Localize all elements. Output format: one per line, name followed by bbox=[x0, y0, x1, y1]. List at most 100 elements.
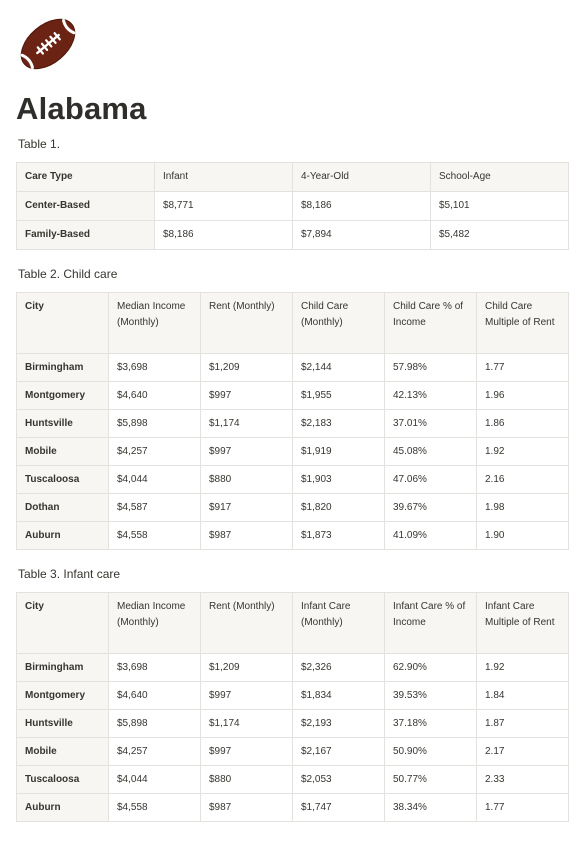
table-cell[interactable]: $1,174 bbox=[200, 409, 293, 438]
table-cell[interactable]: $2,144 bbox=[292, 353, 385, 382]
table-cell[interactable]: $8,771 bbox=[154, 191, 293, 221]
table-cell[interactable]: $2,053 bbox=[292, 765, 385, 794]
table-cell[interactable]: $1,209 bbox=[200, 653, 293, 682]
table-cell[interactable]: $987 bbox=[200, 521, 293, 550]
table-cell[interactable]: $997 bbox=[200, 737, 293, 766]
table-cell[interactable]: $5,898 bbox=[108, 409, 201, 438]
column-header[interactable]: City bbox=[16, 592, 109, 654]
table-cell[interactable]: $3,698 bbox=[108, 653, 201, 682]
column-header[interactable]: Rent (Monthly) bbox=[200, 292, 293, 354]
table-cell[interactable]: 50.90% bbox=[384, 737, 477, 766]
table-cell[interactable]: $4,044 bbox=[108, 465, 201, 494]
table-cell[interactable]: 1.86 bbox=[476, 409, 569, 438]
table-cell[interactable]: Huntsville bbox=[16, 709, 109, 738]
table-cell[interactable]: $2,193 bbox=[292, 709, 385, 738]
table-cell[interactable]: 39.67% bbox=[384, 493, 477, 522]
table-cell[interactable]: $4,257 bbox=[108, 437, 201, 466]
table-cell[interactable]: Tuscaloosa bbox=[16, 465, 109, 494]
table-cell[interactable]: 2.33 bbox=[476, 765, 569, 794]
table-cell[interactable]: 37.01% bbox=[384, 409, 477, 438]
table-cell[interactable]: $7,894 bbox=[292, 220, 431, 250]
table-cell[interactable]: Mobile bbox=[16, 437, 109, 466]
column-header[interactable]: 4-Year-Old bbox=[292, 162, 431, 192]
table-cell[interactable]: Auburn bbox=[16, 793, 109, 822]
table-cell[interactable]: 41.09% bbox=[384, 521, 477, 550]
table-cell[interactable]: 1.84 bbox=[476, 681, 569, 710]
table-cell[interactable]: 2.16 bbox=[476, 465, 569, 494]
table-cell[interactable]: $5,482 bbox=[430, 220, 569, 250]
american-football-icon[interactable] bbox=[16, 12, 80, 76]
table-cell[interactable]: Montgomery bbox=[16, 381, 109, 410]
table-cell[interactable]: 39.53% bbox=[384, 681, 477, 710]
table-cell[interactable]: 42.13% bbox=[384, 381, 477, 410]
table-cell[interactable]: 1.96 bbox=[476, 381, 569, 410]
table-cell[interactable]: Center-Based bbox=[16, 191, 155, 221]
column-header[interactable]: Child Care % of Income bbox=[384, 292, 477, 354]
table-cell[interactable]: 1.77 bbox=[476, 793, 569, 822]
table-cell[interactable]: $5,101 bbox=[430, 191, 569, 221]
column-header[interactable]: Median Income (Monthly) bbox=[108, 592, 201, 654]
table-cell[interactable]: $997 bbox=[200, 681, 293, 710]
table-cell[interactable]: $8,186 bbox=[292, 191, 431, 221]
table-cell[interactable]: $917 bbox=[200, 493, 293, 522]
table-cell[interactable]: $1,873 bbox=[292, 521, 385, 550]
table-cell[interactable]: $1,747 bbox=[292, 793, 385, 822]
table-cell[interactable]: 45.08% bbox=[384, 437, 477, 466]
table-cell[interactable]: Montgomery bbox=[16, 681, 109, 710]
table-cell[interactable]: 1.77 bbox=[476, 353, 569, 382]
column-header[interactable]: City bbox=[16, 292, 109, 354]
table-cell[interactable]: 1.92 bbox=[476, 437, 569, 466]
column-header[interactable]: Child Care (Monthly) bbox=[292, 292, 385, 354]
table-cell[interactable]: 37.18% bbox=[384, 709, 477, 738]
table-cell[interactable]: $987 bbox=[200, 793, 293, 822]
table-cell[interactable]: $880 bbox=[200, 765, 293, 794]
table-cell[interactable]: 1.87 bbox=[476, 709, 569, 738]
table-cell[interactable]: 50.77% bbox=[384, 765, 477, 794]
table-cell[interactable]: $4,257 bbox=[108, 737, 201, 766]
column-header[interactable]: Infant bbox=[154, 162, 293, 192]
column-header[interactable]: Infant Care Multiple of Rent bbox=[476, 592, 569, 654]
table-cell[interactable]: $1,820 bbox=[292, 493, 385, 522]
table-cell[interactable]: $2,183 bbox=[292, 409, 385, 438]
table-cell[interactable]: Family-Based bbox=[16, 220, 155, 250]
table-cell[interactable]: $2,167 bbox=[292, 737, 385, 766]
table-cell[interactable]: $1,209 bbox=[200, 353, 293, 382]
table-cell[interactable]: $880 bbox=[200, 465, 293, 494]
table-cell[interactable]: Dothan bbox=[16, 493, 109, 522]
table-cell[interactable]: $5,898 bbox=[108, 709, 201, 738]
table-cell[interactable]: 62.90% bbox=[384, 653, 477, 682]
column-header[interactable]: School-Age bbox=[430, 162, 569, 192]
table-cell[interactable]: Auburn bbox=[16, 521, 109, 550]
table-cell[interactable]: 38.34% bbox=[384, 793, 477, 822]
table-cell[interactable]: $997 bbox=[200, 437, 293, 466]
table-cell[interactable]: 1.90 bbox=[476, 521, 569, 550]
table-cell[interactable]: $4,587 bbox=[108, 493, 201, 522]
column-header[interactable]: Care Type bbox=[16, 162, 155, 192]
table-cell[interactable]: $1,903 bbox=[292, 465, 385, 494]
table-cell[interactable]: 57.98% bbox=[384, 353, 477, 382]
table-cell[interactable]: 1.98 bbox=[476, 493, 569, 522]
table-cell[interactable]: $1,955 bbox=[292, 381, 385, 410]
column-header[interactable]: Child Care Multiple of Rent bbox=[476, 292, 569, 354]
table-cell[interactable]: $4,558 bbox=[108, 793, 201, 822]
table-cell[interactable]: $4,640 bbox=[108, 681, 201, 710]
table-cell[interactable]: 47.06% bbox=[384, 465, 477, 494]
table-cell[interactable]: $4,640 bbox=[108, 381, 201, 410]
table-cell[interactable]: 1.92 bbox=[476, 653, 569, 682]
table-cell[interactable]: $4,558 bbox=[108, 521, 201, 550]
table-cell[interactable]: Birmingham bbox=[16, 353, 109, 382]
table-cell[interactable]: $1,834 bbox=[292, 681, 385, 710]
table-cell[interactable]: $1,919 bbox=[292, 437, 385, 466]
column-header[interactable]: Median Income (Monthly) bbox=[108, 292, 201, 354]
table-cell[interactable]: $997 bbox=[200, 381, 293, 410]
column-header[interactable]: Infant Care % of Income bbox=[384, 592, 477, 654]
table-cell[interactable]: $8,186 bbox=[154, 220, 293, 250]
table-cell[interactable]: 2.17 bbox=[476, 737, 569, 766]
table-cell[interactable]: $4,044 bbox=[108, 765, 201, 794]
table-cell[interactable]: Huntsville bbox=[16, 409, 109, 438]
column-header[interactable]: Rent (Monthly) bbox=[200, 592, 293, 654]
table-cell[interactable]: Birmingham bbox=[16, 653, 109, 682]
table-cell[interactable]: $3,698 bbox=[108, 353, 201, 382]
table-cell[interactable]: Tuscaloosa bbox=[16, 765, 109, 794]
table-cell[interactable]: $1,174 bbox=[200, 709, 293, 738]
